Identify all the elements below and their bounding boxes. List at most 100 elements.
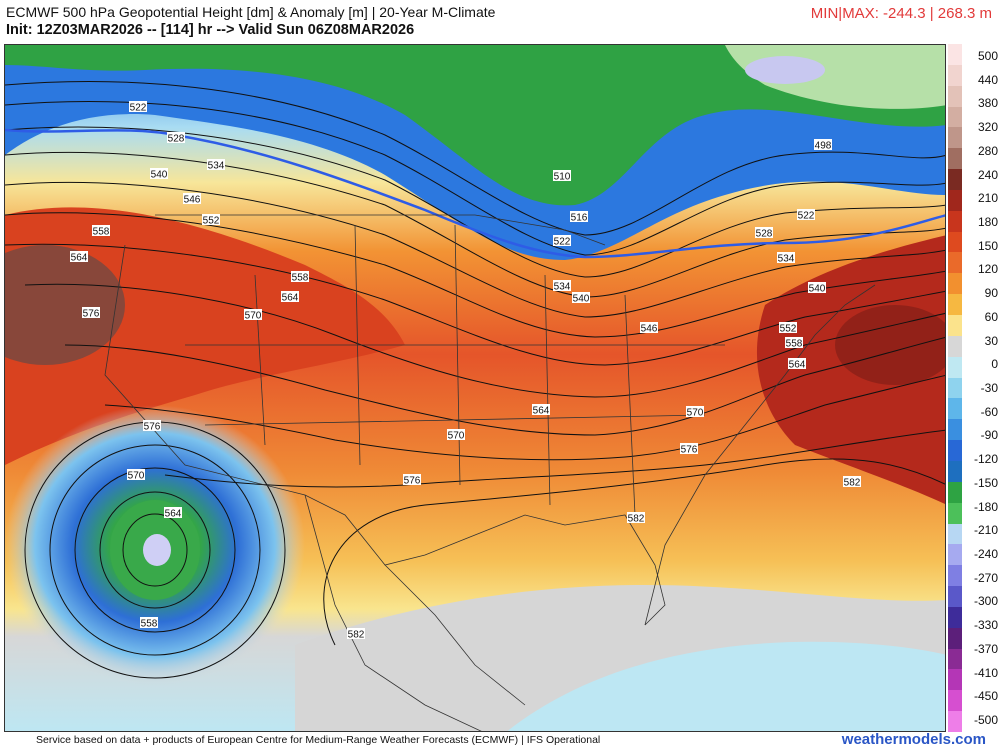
svg-text:558: 558 — [292, 273, 309, 284]
contour-540-highlight — [5, 128, 945, 259]
contour-label: 522 — [797, 209, 815, 222]
svg-text:564: 564 — [165, 509, 182, 520]
colorbar-label: 150 — [977, 238, 998, 253]
contour-label: 576 — [82, 307, 100, 320]
colorbar-label: 60 — [984, 309, 998, 324]
contour-label: 528 — [755, 227, 773, 240]
init-valid-time: Init: 12Z03MAR2026 -- [114] hr --> Valid… — [6, 22, 415, 38]
forecast-map[interactable]: 522 528 534 540 546 552 558 564 576 570 564 558 576 5… — [4, 44, 946, 732]
colorbar-label: -120 — [973, 452, 998, 467]
colorbar-swatch — [948, 481, 962, 504]
svg-text:558: 558 — [141, 619, 158, 630]
colorbar-swatch — [948, 127, 962, 149]
contour-label: 540 — [572, 292, 590, 305]
colorbar-swatch — [948, 356, 962, 379]
svg-text:528: 528 — [168, 134, 185, 145]
contour-label: 582 — [843, 476, 861, 489]
colorbar-swatch — [948, 565, 962, 587]
contour-label: 570 — [127, 469, 145, 482]
contour-label: 552 — [202, 214, 220, 227]
svg-text:558: 558 — [786, 339, 803, 350]
svg-text:564: 564 — [71, 253, 88, 264]
svg-text:576: 576 — [144, 422, 161, 433]
colorbar-swatch — [948, 419, 962, 441]
svg-text:516: 516 — [571, 213, 588, 224]
contour-label: 522 — [129, 101, 147, 114]
contour-label: 540 — [808, 282, 826, 295]
colorbar-label: -180 — [973, 499, 998, 514]
contour-label: 528 — [167, 132, 185, 145]
colorbar-swatch — [948, 440, 962, 462]
svg-text:498: 498 — [815, 141, 832, 152]
contour-label: 558 — [785, 337, 803, 350]
colorbar-swatch — [948, 606, 962, 629]
colorbar-swatch — [948, 231, 962, 253]
caribbean-anomaly — [507, 641, 945, 731]
colorbar-swatch — [948, 64, 962, 87]
svg-text:564: 564 — [533, 406, 550, 417]
northern-trough-core — [5, 45, 945, 206]
contour-label: 570 — [447, 429, 465, 442]
colorbar-swatch — [948, 189, 962, 212]
hudson-low-center — [745, 56, 825, 84]
svg-text:576: 576 — [83, 309, 100, 320]
svg-text:534: 534 — [554, 282, 571, 293]
colorbar-label: 380 — [977, 96, 998, 111]
colorbar-swatch — [948, 169, 962, 191]
contour-label: 564 — [70, 251, 88, 264]
svg-text:522: 522 — [798, 211, 815, 222]
contour-label: 564 — [532, 404, 550, 417]
contour-label: 576 — [403, 474, 421, 487]
contour-label: 522 — [553, 235, 571, 248]
svg-text:570: 570 — [687, 408, 704, 419]
colorbar-label: 440 — [977, 72, 998, 87]
pacific-ridge-core — [5, 245, 125, 365]
contour-label: 552 — [779, 322, 797, 335]
contour-label: 558 — [92, 225, 110, 238]
svg-text:510: 510 — [554, 172, 571, 183]
colorbar-label: -210 — [973, 523, 998, 538]
colorbar-swatch — [948, 523, 962, 545]
colorbar-label: -240 — [973, 547, 998, 561]
colorbar-label: 210 — [977, 191, 998, 206]
svg-text:552: 552 — [780, 324, 797, 335]
contour-label: 564 — [164, 507, 182, 520]
contour-label: 546 — [640, 322, 658, 335]
colorbar-label: -500 — [973, 713, 998, 727]
contour-label: 582 — [347, 628, 365, 641]
site-link[interactable]: weathermodels.com — [841, 731, 986, 748]
contour-label: 534 — [553, 280, 571, 293]
svg-text:582: 582 — [348, 630, 365, 641]
svg-text:522: 522 — [554, 237, 571, 248]
svg-text:552: 552 — [203, 216, 220, 227]
svg-text:570: 570 — [245, 311, 262, 322]
contour-label: 576 — [143, 420, 161, 433]
svg-text:522: 522 — [130, 103, 147, 114]
colorbar-label: -60 — [980, 404, 998, 419]
colorbar-swatch — [948, 294, 962, 316]
colorbar-label: 30 — [984, 333, 998, 348]
colorbar-label: 0 — [991, 357, 998, 372]
svg-text:558: 558 — [93, 227, 110, 238]
svg-text:540: 540 — [573, 294, 590, 305]
svg-text:564: 564 — [789, 360, 806, 371]
political-boundaries — [104, 214, 876, 731]
svg-text:576: 576 — [681, 445, 698, 456]
min-max-readout: MIN|MAX: -244.3 | 268.3 m — [810, 5, 992, 22]
colorbar-label: -450 — [973, 689, 998, 704]
colorbar-label: -270 — [973, 570, 998, 585]
svg-text:540: 540 — [151, 170, 168, 181]
contour-label: 558 — [291, 271, 309, 284]
atlantic-ridge-core — [835, 305, 945, 385]
svg-text:546: 546 — [641, 324, 658, 335]
colorbar-label: -300 — [973, 594, 998, 609]
cutoff-low-center — [143, 534, 171, 566]
colorbar-swatch — [948, 460, 962, 483]
anomaly-colorbar: 500 440 380 320 280 240 210 180 150 120 90 60 30 0 -30… — [948, 44, 1000, 733]
colorbar-label: 90 — [984, 286, 998, 301]
colorbar-swatch — [948, 711, 962, 733]
svg-text:534: 534 — [778, 254, 795, 265]
colorbar-label: 280 — [977, 143, 998, 158]
